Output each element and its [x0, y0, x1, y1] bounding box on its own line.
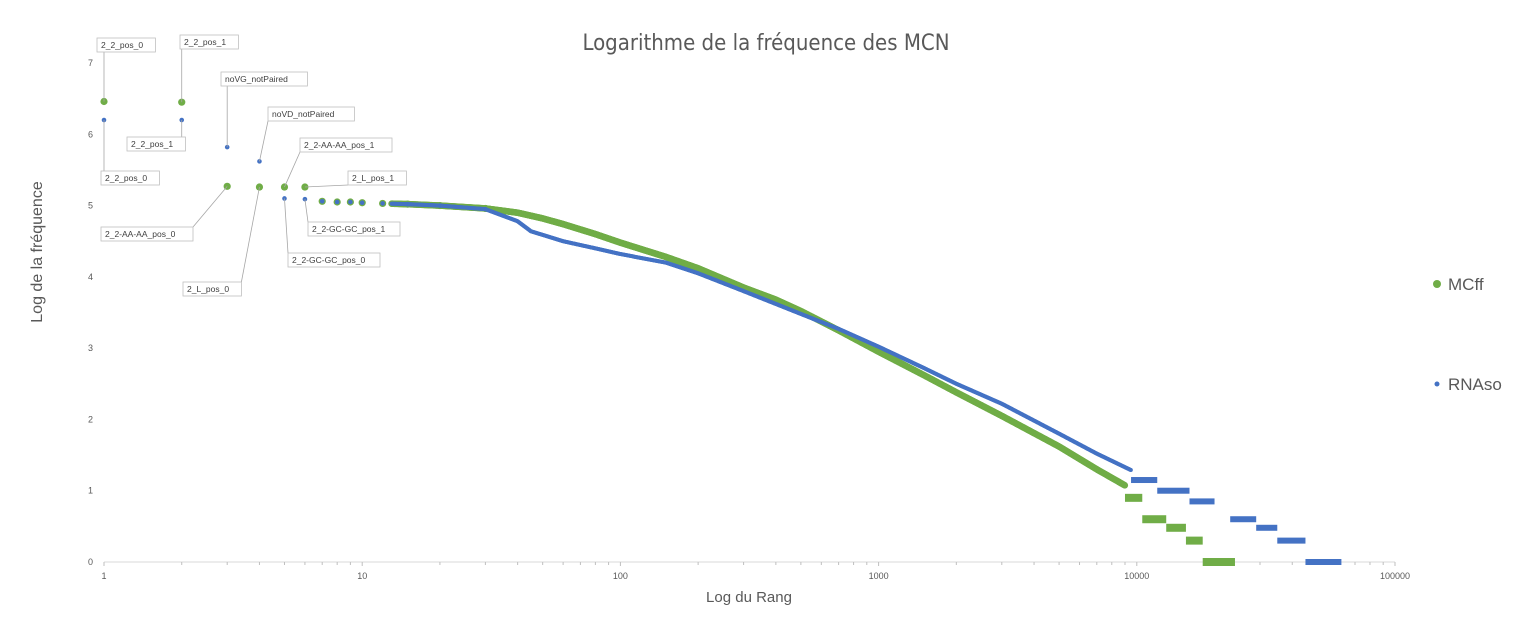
label-leader-line [284, 198, 289, 254]
label-box [287, 252, 381, 268]
label-box [179, 34, 239, 50]
legend-marker [1434, 381, 1440, 387]
rnaso-trail-point [1128, 468, 1133, 473]
x-tick-group: 1 10 100 1000 10000 100000 [101, 562, 1410, 581]
rnaso-point [179, 117, 185, 123]
mcff-step [1166, 523, 1186, 532]
label-leader-line [241, 186, 260, 283]
y-tick-label: 5 [88, 201, 93, 211]
point-label: noVD_notPaired [272, 109, 335, 119]
rnaso-step [1305, 559, 1342, 565]
x-tick-label: 100000 [1380, 571, 1410, 581]
label-box [299, 137, 393, 153]
label-leader-line [304, 199, 309, 223]
point-label: noVG_notPaired [225, 74, 288, 84]
mcff-step [1124, 493, 1143, 502]
mcff-trail-point [1121, 481, 1129, 489]
label-box [126, 136, 186, 152]
point-label: 2_2_pos_1 [184, 37, 226, 47]
rnaso-point [359, 200, 365, 206]
label-box [267, 106, 355, 122]
legend-label: RNAso [1448, 375, 1502, 394]
label-group: 2_2_pos_0 2_2_pos_1 2_2-AA-AA_pos_0 2_L_pos… [96, 34, 407, 297]
x-tick-label: 1000 [869, 571, 889, 581]
step-group [1124, 477, 1342, 566]
mcff-step [1202, 558, 1235, 566]
point-label: 2_2_pos_0 [101, 40, 143, 50]
legend: MCff RNAso [1433, 275, 1502, 394]
rnaso-step [1157, 487, 1190, 494]
y-tick-label: 1 [88, 486, 93, 496]
x-tick-label: 10 [357, 571, 367, 581]
label-leader-line [192, 186, 228, 228]
mcff-step [1185, 536, 1203, 545]
legend-marker [1433, 280, 1441, 288]
y-tick-label: 4 [88, 272, 93, 282]
y-tick-label: 0 [88, 557, 93, 567]
label-box [307, 221, 401, 237]
point-label: 2_L_pos_1 [352, 173, 394, 183]
point-label: 2_2-GC-GC_pos_0 [292, 255, 366, 265]
point-label: 2_L_pos_0 [187, 284, 229, 294]
label-box [100, 226, 194, 242]
point-label: 2_2_pos_1 [131, 139, 173, 149]
label-leader-line [259, 120, 269, 162]
rnaso-point [380, 201, 385, 206]
mcff-step [1142, 515, 1167, 524]
chart-title: Logarithme de la fréquence des MCN [582, 31, 949, 56]
point-label: 2_2-GC-GC_pos_1 [312, 224, 386, 234]
x-axis-label: Log du Rang [706, 589, 792, 606]
legend-label: MCff [1448, 275, 1484, 294]
y-tick-label: 6 [88, 129, 93, 139]
point-label: 2_2-AA-AA_pos_0 [105, 229, 176, 239]
label-box [220, 71, 308, 87]
label-box [100, 170, 160, 186]
label-box [347, 170, 407, 186]
x-tick-label: 100 [613, 571, 628, 581]
rnaso-step [1230, 516, 1257, 523]
x-tick-label: 1 [101, 571, 106, 581]
rnaso-step [1131, 477, 1158, 484]
y-tick-label: 3 [88, 343, 93, 353]
label-leader-line [284, 151, 301, 188]
rnaso-point [101, 117, 107, 123]
point-group [100, 97, 1133, 489]
y-tick-group: 0 1 2 3 4 5 6 7 [88, 58, 93, 567]
y-axis-label: Log de la fréquence [29, 181, 46, 323]
y-tick-label: 7 [88, 58, 93, 68]
point-label: 2_2-AA-AA_pos_1 [304, 140, 375, 150]
y-tick-label: 2 [88, 414, 93, 424]
rnaso-step [1189, 498, 1215, 505]
point-label: 2_2_pos_0 [105, 173, 147, 183]
rnaso-point [348, 199, 353, 205]
label-box [182, 281, 242, 297]
rnaso-point [334, 199, 340, 205]
rnaso-step [1256, 524, 1278, 531]
rnaso-point [319, 198, 325, 204]
rnaso-step [1277, 537, 1306, 544]
x-tick-label: 10000 [1124, 571, 1149, 581]
label-leader-line [304, 184, 349, 188]
label-box [96, 37, 156, 53]
